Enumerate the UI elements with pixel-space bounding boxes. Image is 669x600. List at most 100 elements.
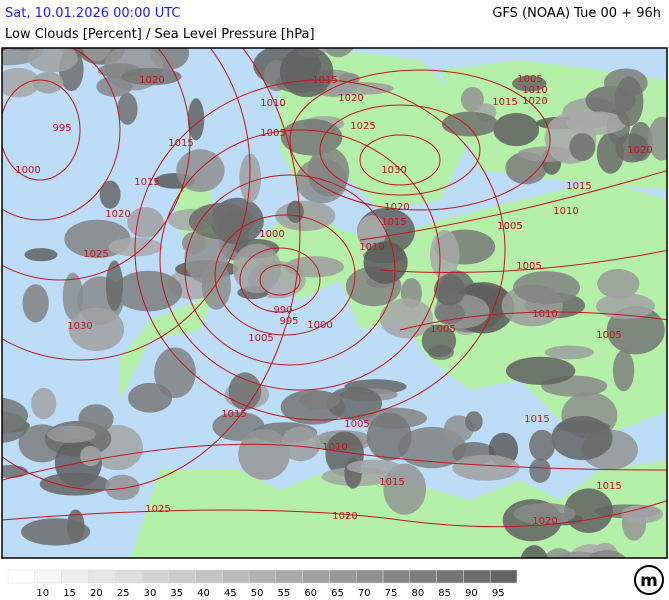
isobar-label: 1005: [260, 128, 285, 139]
cloud-patch: [529, 458, 551, 483]
cloud-patch: [28, 48, 78, 73]
legend-label: 90: [465, 588, 478, 599]
cloud-patch: [452, 454, 520, 481]
legend-swatch: [489, 569, 518, 584]
map-frame: [1, 47, 668, 559]
cloud-patch: [587, 550, 627, 558]
isobar: [214, 214, 356, 336]
isobar-label: 1020: [384, 202, 409, 213]
legend-swatch: [463, 569, 491, 584]
isobar-label: 1005: [497, 221, 522, 232]
isobar: [2, 48, 251, 361]
legend-label: 60: [304, 588, 317, 599]
legend-swatch: [222, 569, 250, 584]
isobar-label: 1020: [139, 75, 164, 86]
isobar: [359, 134, 441, 186]
cloud-patch: [105, 260, 124, 311]
legend-swatch: [248, 569, 277, 584]
legend-swatch: [168, 569, 196, 584]
isobar-label: 1020: [105, 209, 130, 220]
date-title: Sat, 10.01.2026 00:00 UTC: [5, 6, 181, 21]
isobar-label: 1005: [596, 330, 621, 341]
cloud-patch: [238, 429, 290, 480]
cloud-patch: [21, 518, 91, 546]
isobar: [2, 443, 667, 481]
legend-swatch: [61, 569, 89, 584]
cloud-patch: [346, 459, 401, 475]
cloud-patch: [280, 119, 343, 156]
legend-swatch: [275, 569, 303, 584]
cloud-patch: [62, 272, 84, 320]
cloud-patch: [612, 350, 635, 392]
legend-swatch: [34, 569, 62, 584]
cloud-patch: [615, 133, 649, 163]
cloud-patch: [2, 397, 28, 434]
isobar: [2, 79, 81, 181]
legend-swatch: [7, 569, 36, 584]
cloud-patch: [647, 116, 667, 161]
cloud-patch: [621, 504, 664, 524]
cloud-patch: [32, 71, 64, 94]
isobar-label: 1015: [168, 138, 193, 149]
cloud-patch: [421, 324, 457, 357]
cloud-patch: [493, 113, 540, 147]
isobar: [289, 69, 551, 211]
legend-label: 10: [36, 588, 49, 599]
cloud-patch: [279, 48, 334, 98]
cloud-patch: [187, 98, 205, 141]
legend-swatch: [302, 569, 330, 584]
legend-label: 50: [251, 588, 264, 599]
cloud-patch: [31, 387, 57, 420]
cloud-patch: [338, 72, 360, 85]
cloud-patch: [104, 474, 140, 501]
isobar-label: 1015: [566, 181, 591, 192]
cloud-patch: [299, 390, 341, 410]
isobar-label: 1010: [322, 442, 347, 453]
cloud-patch: [68, 307, 125, 352]
legend-swatch: [141, 569, 169, 584]
isobar-label: 1005: [248, 333, 273, 344]
cloud-patch: [357, 215, 387, 250]
legend-label: 45: [224, 588, 237, 599]
cloud-patch: [326, 386, 383, 421]
cloud-patch: [566, 111, 627, 135]
cloud-patch: [286, 200, 304, 223]
cloud-patch: [114, 270, 183, 312]
model-info: GFS (NOAA) Tue 00 + 96h: [492, 6, 661, 21]
cloud-patch: [228, 372, 262, 411]
isobar-label: 1015: [312, 75, 337, 86]
legend-label: 75: [385, 588, 398, 599]
legend-label: 95: [492, 588, 505, 599]
cloud-patch: [379, 298, 434, 339]
isobar-label: 1015: [134, 177, 159, 188]
legend-swatch: [436, 569, 464, 584]
cloud-patch: [284, 256, 344, 278]
cloud-patch: [512, 75, 547, 92]
isobar-label: 1025: [350, 121, 375, 132]
cloud-patch: [121, 67, 182, 86]
isobar-label: 1015: [379, 477, 404, 488]
cloud-patch: [461, 86, 484, 112]
cloud-patch: [383, 463, 427, 515]
cloud-patch: [569, 133, 596, 162]
isobar: [399, 311, 667, 331]
isobar-label: 995: [52, 123, 71, 134]
cloud-patch: [78, 404, 114, 433]
isobar: [2, 48, 121, 221]
isobar: [134, 79, 506, 421]
isobar-label: 1020: [522, 96, 547, 107]
cloud-patch: [300, 12, 351, 28]
legend-label: 80: [411, 588, 424, 599]
isobar-label: 1015: [492, 97, 517, 108]
isobar-label: 1000: [307, 320, 332, 331]
cloud-patch: [258, 0, 321, 46]
isobar: [184, 174, 396, 366]
isobar: [2, 500, 667, 528]
cloud-patch: [614, 76, 644, 127]
isobar-label: 1025: [145, 504, 170, 515]
cloud-patch: [24, 248, 58, 262]
cloud-patch: [99, 180, 121, 209]
cloud-patch: [366, 412, 412, 461]
legend-label: 15: [63, 588, 76, 599]
